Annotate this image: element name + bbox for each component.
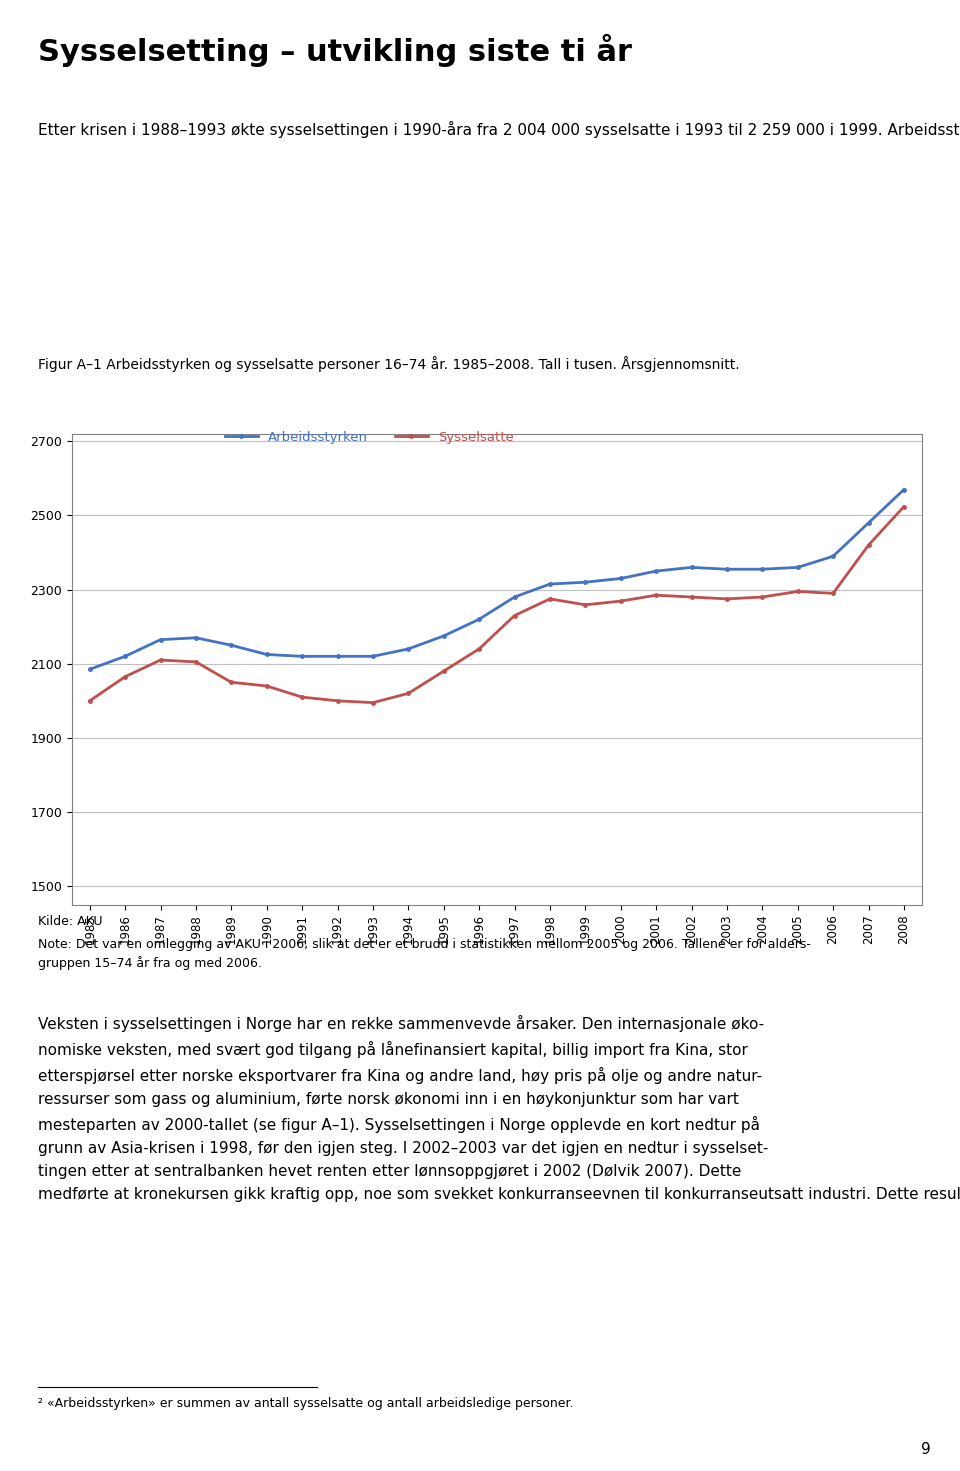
Text: Kilde: AKU: Kilde: AKU: [38, 915, 103, 928]
Text: Veksten i sysselsettingen i Norge har en rekke sammenvevde årsaker. Den internas: Veksten i sysselsettingen i Norge har en…: [38, 1015, 960, 1202]
Text: ² «Arbeidsstyrken» er summen av antall sysselsatte og antall arbeidsledige perso: ² «Arbeidsstyrken» er summen av antall s…: [38, 1397, 574, 1411]
Text: 9: 9: [922, 1442, 931, 1456]
Legend: Arbeidsstyrken, Sysselsatte: Arbeidsstyrken, Sysselsatte: [225, 431, 514, 444]
Text: Note: Det var en omlegging av AKU i 2006, slik at det er et brudd i statistikken: Note: Det var en omlegging av AKU i 2006…: [38, 938, 811, 969]
Text: Etter krisen i 1988–1993 økte sysselsettingen i 1990-åra fra 2 004 000 sysselsat: Etter krisen i 1988–1993 økte sysselsett…: [38, 121, 960, 138]
Text: Sysselsetting – utvikling siste ti år: Sysselsetting – utvikling siste ti år: [38, 34, 633, 68]
Text: Figur A–1 Arbeidsstyrken og sysselsatte personer 16–74 år. 1985–2008. Tall i tus: Figur A–1 Arbeidsstyrken og sysselsatte …: [38, 356, 740, 372]
